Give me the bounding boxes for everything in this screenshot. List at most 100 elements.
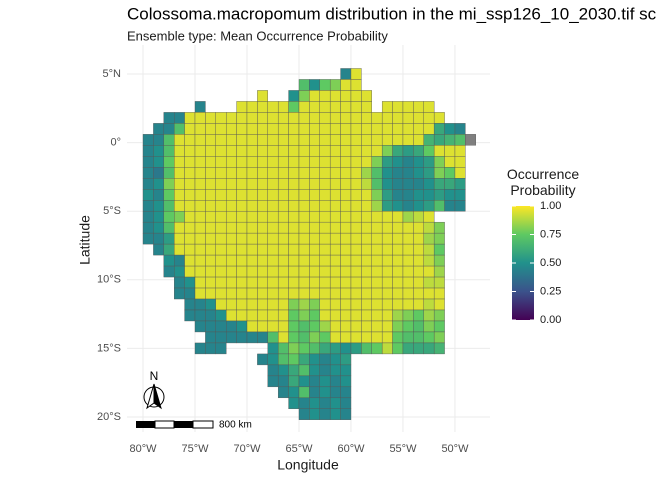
cell bbox=[163, 232, 175, 245]
cell bbox=[350, 221, 362, 234]
cell bbox=[267, 232, 279, 245]
cell bbox=[184, 134, 196, 146]
cell bbox=[319, 112, 331, 124]
cell bbox=[329, 79, 341, 91]
cell bbox=[309, 254, 320, 267]
cell bbox=[246, 145, 258, 157]
cell bbox=[288, 265, 300, 278]
cell bbox=[205, 265, 217, 278]
cell bbox=[184, 210, 196, 223]
cell bbox=[267, 156, 279, 168]
cell bbox=[215, 156, 227, 168]
cell bbox=[433, 178, 445, 190]
cell bbox=[371, 156, 383, 168]
cell bbox=[174, 123, 185, 135]
cell bbox=[298, 134, 310, 146]
cell bbox=[277, 167, 289, 179]
cell bbox=[298, 156, 310, 168]
cell bbox=[402, 167, 414, 179]
cell bbox=[309, 243, 320, 256]
cell bbox=[329, 397, 341, 410]
cell bbox=[402, 200, 414, 212]
scale-seg bbox=[136, 421, 155, 428]
cell bbox=[413, 331, 424, 344]
cell bbox=[329, 386, 341, 399]
cell bbox=[277, 364, 289, 377]
cell bbox=[267, 210, 279, 223]
cell bbox=[194, 276, 206, 289]
y-axis-label: Latitude bbox=[77, 215, 93, 265]
cell bbox=[319, 167, 331, 179]
cell bbox=[194, 145, 206, 157]
cell bbox=[194, 167, 206, 179]
cell bbox=[444, 200, 456, 212]
cell bbox=[225, 145, 237, 157]
cell bbox=[423, 145, 435, 157]
cell bbox=[277, 232, 289, 245]
cell bbox=[371, 145, 383, 157]
cell bbox=[142, 156, 154, 168]
cell bbox=[194, 232, 206, 245]
cell bbox=[288, 221, 300, 234]
cell bbox=[433, 254, 445, 267]
cell bbox=[163, 123, 175, 135]
cell bbox=[246, 243, 258, 256]
cell bbox=[454, 178, 466, 190]
cell bbox=[309, 189, 320, 201]
cell bbox=[205, 276, 217, 289]
cell bbox=[298, 221, 310, 234]
x-tick-label: 60°W bbox=[337, 443, 365, 455]
cell bbox=[236, 265, 248, 278]
scale-bar: 800 km bbox=[136, 420, 252, 431]
cell bbox=[319, 309, 331, 322]
cell bbox=[433, 276, 445, 289]
cell bbox=[413, 309, 424, 322]
cell bbox=[350, 200, 362, 212]
cell bbox=[371, 123, 383, 135]
cell bbox=[413, 189, 424, 201]
cell bbox=[194, 320, 206, 333]
cell bbox=[194, 265, 206, 278]
cell bbox=[329, 210, 341, 223]
cell bbox=[267, 265, 279, 278]
cell bbox=[371, 254, 383, 267]
cell bbox=[423, 112, 435, 124]
cell bbox=[184, 232, 196, 245]
cell bbox=[371, 178, 383, 190]
cell bbox=[267, 309, 279, 322]
cell bbox=[350, 123, 362, 135]
cell bbox=[361, 287, 372, 300]
cell bbox=[194, 221, 206, 234]
cell bbox=[267, 243, 279, 256]
cell bbox=[319, 200, 331, 212]
cell bbox=[381, 331, 393, 344]
cell bbox=[309, 298, 320, 311]
north-right bbox=[153, 383, 162, 410]
cell bbox=[298, 287, 310, 300]
cell bbox=[402, 156, 414, 168]
cell bbox=[340, 145, 352, 157]
cell bbox=[381, 167, 393, 179]
cell bbox=[236, 331, 248, 344]
cell bbox=[153, 189, 165, 201]
cell bbox=[340, 210, 352, 223]
cell bbox=[215, 134, 227, 146]
cell bbox=[277, 276, 289, 289]
cell bbox=[413, 320, 424, 333]
cell bbox=[423, 156, 435, 168]
cell bbox=[163, 200, 175, 212]
cell bbox=[277, 221, 289, 234]
x-tick-label: 75°W bbox=[181, 443, 209, 455]
cell bbox=[236, 189, 248, 201]
cell bbox=[277, 386, 289, 399]
cell bbox=[433, 298, 445, 311]
cell bbox=[205, 189, 217, 201]
cell bbox=[350, 167, 362, 179]
cell bbox=[277, 156, 289, 168]
cell bbox=[288, 276, 300, 289]
cell bbox=[257, 276, 268, 289]
cell bbox=[413, 342, 424, 355]
cell bbox=[371, 298, 383, 311]
cell bbox=[361, 210, 372, 223]
cell bbox=[184, 156, 196, 168]
